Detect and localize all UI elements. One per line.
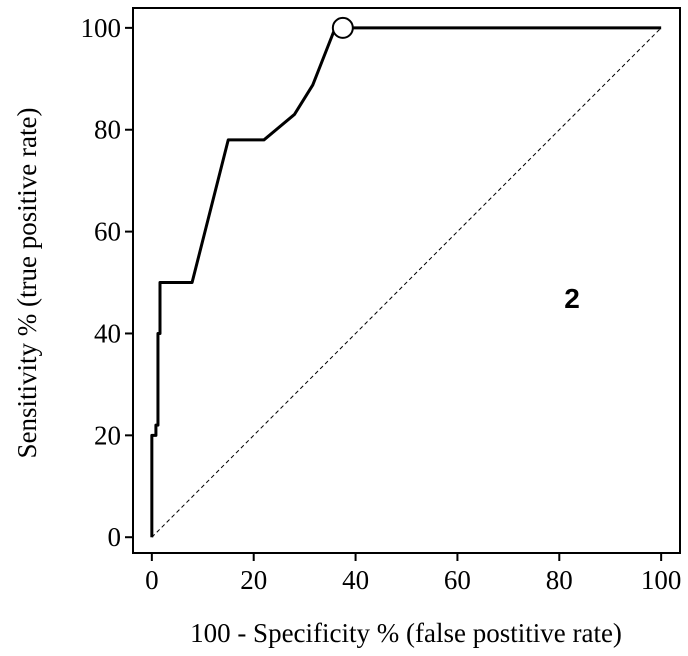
annotation: 2 <box>564 283 580 314</box>
x-axis-label: 100 - Specificity % (false postitive rat… <box>190 618 622 648</box>
x-tick-label: 40 <box>342 565 369 595</box>
x-tick-label: 0 <box>145 565 159 595</box>
y-tick-label: 20 <box>94 420 121 450</box>
y-tick-label: 40 <box>94 318 121 348</box>
y-tick-label: 100 <box>81 13 122 43</box>
y-tick-label: 80 <box>94 115 121 145</box>
reference-line <box>151 27 662 538</box>
roc-curve <box>150 26 662 538</box>
y-tick-label: 60 <box>94 217 121 247</box>
y-tick-label: 0 <box>108 522 122 552</box>
optimal-point <box>331 16 354 39</box>
x-tick-label: 80 <box>546 565 573 595</box>
y-axis-label: Sensitivity % (true positive rate) <box>12 108 42 459</box>
x-tick-label: 60 <box>444 565 471 595</box>
x-tick-label: 20 <box>240 565 267 595</box>
x-tick-label: 100 <box>641 565 682 595</box>
plot-frame <box>132 7 681 554</box>
